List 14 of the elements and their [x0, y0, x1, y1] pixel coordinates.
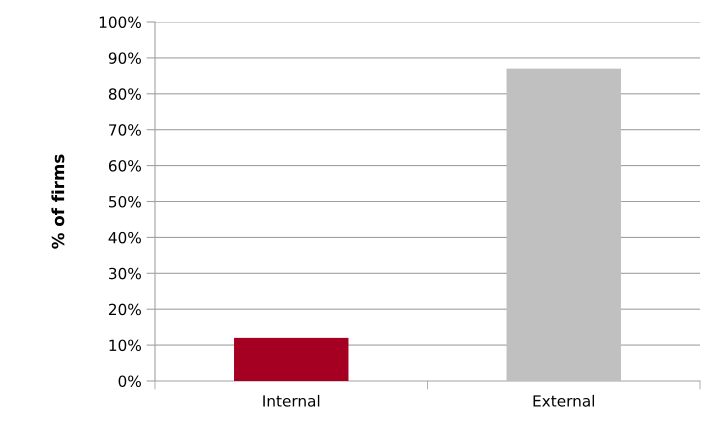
y-tick-label: 70% — [109, 124, 141, 136]
y-tick-label: 0% — [118, 375, 141, 388]
y-tick-label: 60% — [108, 160, 141, 172]
y-tick-label: 50% — [109, 196, 141, 208]
y-tick-label: 40% — [108, 232, 141, 244]
x-tick-label: Internal — [263, 394, 320, 407]
x-tick-label: External — [534, 394, 594, 407]
y-tick-label: 100% — [100, 16, 141, 28]
y-tick-label: 20% — [108, 304, 141, 316]
y-tick-label: 10% — [110, 340, 141, 352]
y-tick-label: 90% — [108, 52, 141, 64]
y-tick-label: 80% — [108, 88, 141, 100]
y-axis-title: % of firms — [51, 154, 64, 249]
y-tick-label: 30% — [109, 268, 141, 280]
